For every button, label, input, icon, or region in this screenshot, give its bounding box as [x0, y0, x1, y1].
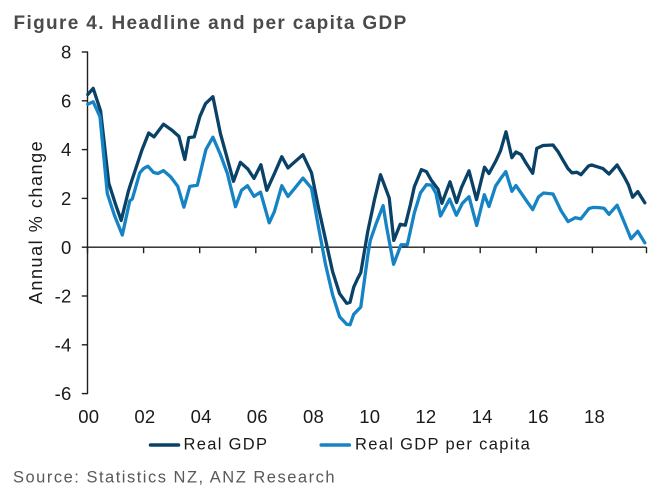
svg-text:8: 8 [61, 42, 72, 63]
svg-text:14: 14 [472, 406, 493, 427]
svg-text:Real GDP per capita: Real GDP per capita [355, 435, 531, 453]
svg-text:08: 08 [303, 406, 324, 427]
svg-text:02: 02 [134, 406, 155, 427]
svg-text:Figure 4. Headline and per cap: Figure 4. Headline and per capita GDP [14, 13, 408, 34]
svg-text:-4: -4 [55, 334, 72, 355]
svg-text:Source: Statistics NZ, ANZ Res: Source: Statistics NZ, ANZ Research [13, 469, 336, 487]
svg-text:12: 12 [415, 406, 436, 427]
svg-text:04: 04 [191, 406, 212, 427]
svg-text:06: 06 [247, 406, 268, 427]
svg-text:16: 16 [528, 406, 549, 427]
svg-text:18: 18 [584, 406, 605, 427]
svg-text:0: 0 [61, 237, 72, 258]
svg-text:Real GDP: Real GDP [184, 435, 269, 453]
svg-text:-2: -2 [55, 286, 72, 307]
svg-text:2: 2 [61, 188, 72, 209]
svg-text:4: 4 [61, 139, 72, 160]
svg-text:00: 00 [78, 406, 99, 427]
svg-text:-6: -6 [55, 383, 72, 404]
svg-text:6: 6 [61, 90, 72, 111]
svg-text:10: 10 [359, 406, 380, 427]
svg-text:Annual % change: Annual % change [26, 140, 46, 304]
